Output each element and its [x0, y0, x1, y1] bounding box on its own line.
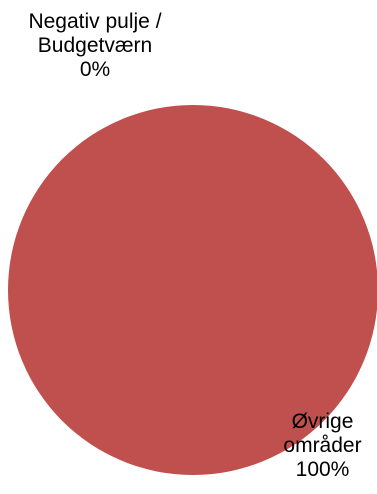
- data-label-category: Negativ pulje / Budgetværn: [28, 10, 162, 57]
- data-label-ovrige-omrader: Øvrige områder 100%: [270, 410, 375, 482]
- pie-slices: [8, 105, 377, 475]
- data-label-percent: 0%: [79, 58, 111, 81]
- data-label-negativ-pulje: Negativ pulje / Budgetværn 0%: [25, 10, 165, 82]
- data-label-category: Øvrige områder: [283, 410, 362, 457]
- data-label-percent: 100%: [295, 458, 350, 481]
- pie-slice-ovrige-omrader: [8, 105, 377, 475]
